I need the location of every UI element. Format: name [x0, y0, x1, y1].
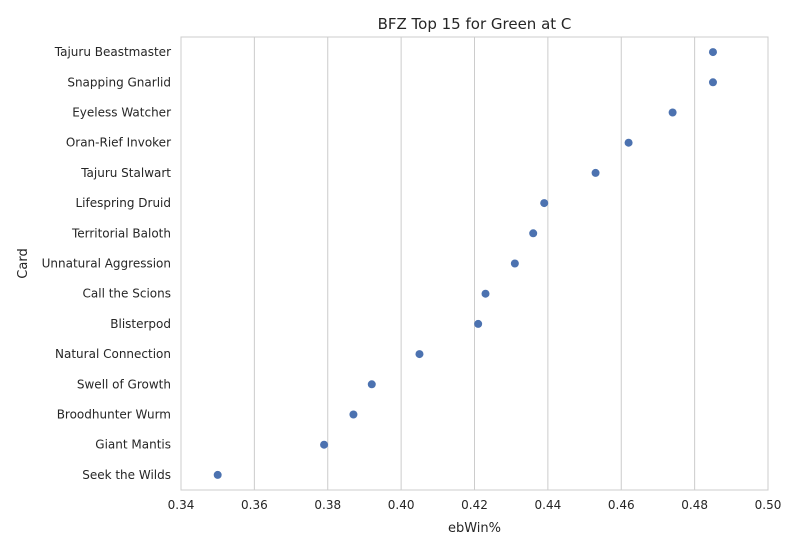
y-tick-label: Blisterpod	[110, 317, 171, 331]
data-point	[540, 199, 549, 208]
x-tick-label: 0.40	[388, 498, 415, 512]
y-tick-label: Oran-Rief Invoker	[66, 136, 171, 150]
y-tick-label: Tajuru Beastmaster	[54, 45, 171, 59]
x-tick-label: 0.44	[535, 498, 562, 512]
data-point	[529, 229, 538, 238]
x-tick-label: 0.34	[168, 498, 195, 512]
data-point	[708, 48, 717, 57]
data-point	[320, 440, 329, 449]
y-tick-label: Seek the Wilds	[82, 468, 171, 482]
x-tick-label: 0.36	[241, 498, 268, 512]
data-point	[481, 289, 490, 298]
data-point	[668, 108, 677, 117]
data-point	[415, 350, 424, 359]
data-point	[349, 410, 358, 419]
x-tick-labels: 0.34 0.36 0.38 0.40 0.42 0.44 0.46 0.48 0.50	[168, 498, 782, 512]
data-point	[474, 319, 483, 328]
x-tick-label: 0.46	[608, 498, 635, 512]
y-tick-label: Broodhunter Wurm	[57, 408, 171, 422]
chart-title: BFZ Top 15 for Green at C	[378, 15, 572, 33]
x-axis-title: ebWin%	[448, 521, 501, 536]
y-axis-title: Card	[16, 248, 31, 278]
y-tick-label: Lifespring Druid	[75, 196, 171, 210]
data-point	[510, 259, 519, 268]
y-tick-label: Eyeless Watcher	[72, 106, 171, 120]
x-tick-label: 0.42	[461, 498, 488, 512]
data-point	[367, 380, 376, 389]
y-tick-labels: Tajuru Beastmaster Snapping Gnarlid Eyeles…	[42, 45, 172, 482]
x-tick-label: 0.38	[314, 498, 341, 512]
data-point	[213, 470, 222, 479]
data-points	[213, 48, 717, 479]
data-point	[591, 168, 600, 177]
plot-frame	[180, 36, 769, 491]
y-tick-label: Call the Scions	[83, 287, 171, 301]
y-tick-label: Giant Mantis	[95, 438, 171, 452]
y-tick-label: Unnatural Aggression	[42, 257, 171, 271]
data-point	[624, 138, 633, 147]
y-tick-label: Snapping Gnarlid	[67, 75, 171, 89]
data-point	[708, 78, 717, 87]
y-tick-label: Tajuru Stalwart	[80, 166, 171, 180]
y-tick-label: Natural Connection	[55, 347, 171, 361]
y-tick-label: Territorial Baloth	[71, 226, 171, 240]
x-tick-label: 0.48	[681, 498, 708, 512]
x-tick-label: 0.50	[755, 498, 782, 512]
y-tick-label: Swell of Growth	[77, 377, 171, 391]
